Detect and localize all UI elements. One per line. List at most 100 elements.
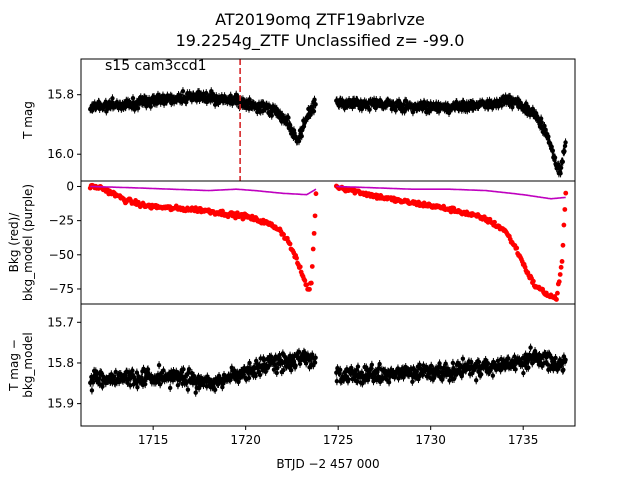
data-point <box>291 359 297 364</box>
y-axis-label: T mag <box>21 101 35 140</box>
data-point <box>253 373 258 379</box>
y-tick-label: 15.8 <box>47 356 74 370</box>
data-point <box>558 171 563 176</box>
data-point <box>287 122 293 128</box>
data-point <box>157 382 163 387</box>
y-tick-label: 15.7 <box>47 315 74 329</box>
data-point <box>263 369 268 375</box>
data-point <box>247 360 252 366</box>
data-point <box>443 361 448 366</box>
data-point <box>89 388 95 393</box>
data-point <box>296 138 302 144</box>
bkg-point <box>560 242 566 248</box>
data-point <box>96 376 102 381</box>
data-point <box>269 113 274 118</box>
bkg-point <box>561 222 567 228</box>
data-point <box>191 373 197 379</box>
bkg-point <box>309 264 315 269</box>
bkg-point <box>304 282 310 288</box>
data-point <box>560 159 565 165</box>
bkg-point <box>492 219 497 225</box>
y-tick-label: −50 <box>49 248 74 262</box>
bkg-model-line-0 <box>90 185 317 196</box>
data-point <box>186 370 191 375</box>
data-point <box>274 370 279 376</box>
data-point <box>185 387 191 392</box>
data-point <box>212 387 218 393</box>
panel-frame <box>80 180 576 305</box>
data-point <box>474 378 479 383</box>
x-axis: 1715 1720 1725 1730 1735 BTJD −2 457 000 <box>138 426 539 471</box>
data-point <box>429 363 434 368</box>
data-point <box>143 381 148 387</box>
data-point <box>498 368 503 373</box>
bkg-point <box>557 272 563 277</box>
data-point <box>506 356 511 361</box>
data-point <box>561 367 566 373</box>
y-tick-label: −25 <box>49 214 74 228</box>
x-tick-label: 1735 <box>508 433 539 447</box>
data-point <box>485 360 491 366</box>
data-point <box>483 357 488 363</box>
data-point <box>386 380 392 385</box>
bkg-point <box>514 245 520 251</box>
bkg-point <box>287 241 293 247</box>
data-point <box>299 133 304 139</box>
data-point <box>111 374 117 379</box>
panel-frame <box>80 303 576 427</box>
bkg-point <box>307 286 312 292</box>
data-point <box>337 370 342 376</box>
data-point <box>539 120 544 125</box>
panel-plot-area <box>88 343 568 397</box>
x-axis-label: BTJD −2 457 000 <box>276 457 379 471</box>
data-point <box>510 105 515 110</box>
y-tick-label: −75 <box>49 282 74 296</box>
bkg-point <box>556 279 562 285</box>
data-point <box>369 362 375 367</box>
data-point <box>549 355 554 361</box>
data-point <box>364 367 370 372</box>
data-point <box>312 360 318 365</box>
bkg-point <box>563 190 569 196</box>
data-point <box>346 377 351 382</box>
bkg-point <box>308 280 314 286</box>
data-point <box>459 373 464 379</box>
data-point <box>313 102 318 107</box>
data-point <box>186 367 192 372</box>
x-tick-label: 1715 <box>138 433 169 447</box>
bkg-point <box>302 278 308 283</box>
data-point <box>563 357 568 362</box>
data-point <box>490 373 496 378</box>
y-tick-label: 15.9 <box>47 397 74 411</box>
data-point <box>110 96 115 101</box>
panel-annotation: s15 cam3ccd1 <box>105 58 207 74</box>
data-point <box>261 358 267 363</box>
bkg-point <box>310 246 316 252</box>
data-point <box>311 109 317 114</box>
data-point <box>538 116 544 121</box>
data-point <box>90 380 96 385</box>
data-point <box>100 384 105 389</box>
bkg-point <box>555 290 560 296</box>
data-point <box>288 368 294 373</box>
data-point <box>545 362 551 367</box>
data-point <box>374 377 380 383</box>
bkg-point <box>311 230 317 236</box>
data-point <box>478 372 484 377</box>
y-axis-label: bkg_model <box>21 332 35 398</box>
data-point <box>266 363 272 368</box>
data-point <box>313 355 318 360</box>
y-tick-label: 16.0 <box>47 147 74 161</box>
bkg-point <box>312 213 318 219</box>
data-point <box>526 365 531 370</box>
data-point <box>553 355 558 361</box>
data-point <box>365 377 371 383</box>
data-point <box>334 379 340 384</box>
data-point <box>512 354 517 359</box>
data-point <box>134 370 140 375</box>
data-point <box>246 375 252 381</box>
data-point <box>236 379 241 385</box>
bkg-point <box>294 255 299 261</box>
bkg-point <box>297 264 303 270</box>
bkg-point <box>530 278 536 284</box>
